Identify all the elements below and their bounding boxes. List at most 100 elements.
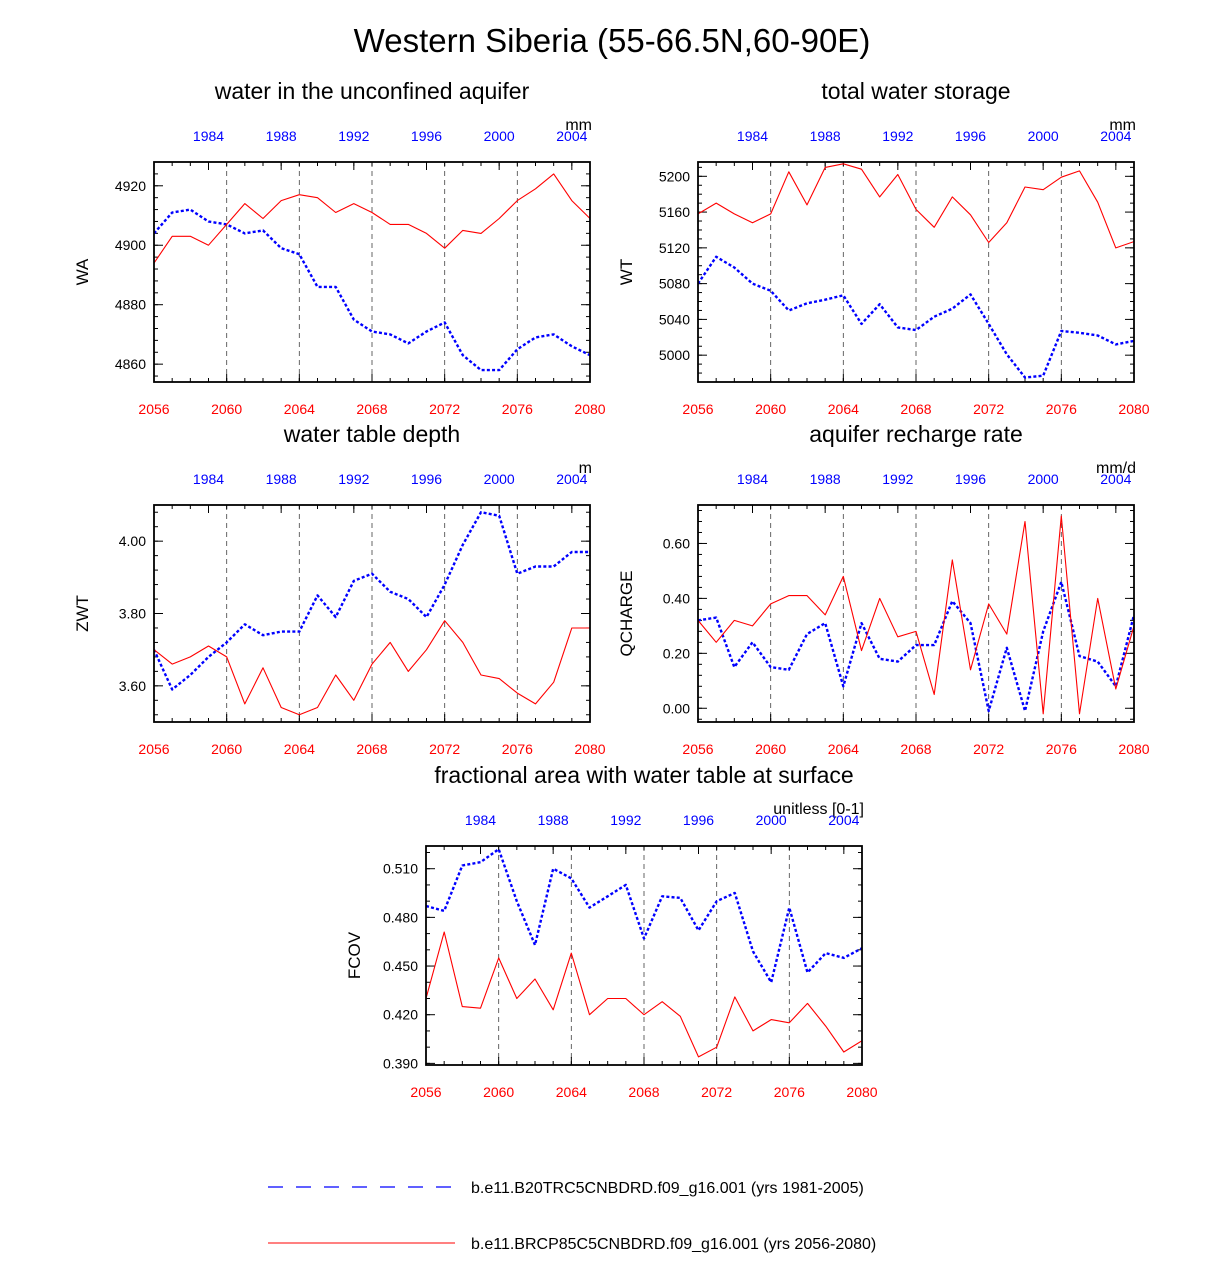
wa-x-top-tick-label: 1984 <box>193 128 224 144</box>
wt-x-top-tick-label: 1988 <box>810 128 841 144</box>
wt-x-top-tick-label: 1996 <box>955 128 986 144</box>
qcharge-x-tick-label: 2076 <box>1046 741 1077 757</box>
zwt-x-top-tick-label: 1992 <box>338 471 369 487</box>
fcov-x-top-tick-label: 2004 <box>828 812 859 828</box>
qcharge-x-top-tick-label: 2004 <box>1100 471 1131 487</box>
wa-x-tick-label: 2068 <box>356 401 387 417</box>
wa-x-top-tick-label: 1988 <box>266 128 297 144</box>
qcharge-y-tick-label: 0.00 <box>663 700 690 716</box>
qcharge-panel: aquifer recharge rate mm/d QCHARGE 2056 2060… <box>617 421 1150 757</box>
qcharge-x-tick-label: 2068 <box>900 741 931 757</box>
wa-y-tick-label: 4900 <box>115 237 146 253</box>
zwt-x-tick-label: 2076 <box>502 741 533 757</box>
fcov-x-tick-label: 2056 <box>410 1084 441 1100</box>
wt-units-label: mm <box>1109 117 1136 134</box>
wt-y-tick-label: 5080 <box>659 276 690 292</box>
fcov-panel: fractional area with water table at surf… <box>345 762 878 1100</box>
wa-x-tick-label: 2076 <box>502 401 533 417</box>
legend: b.e11.B20TRC5CNBDRD.f09_g16.001 (yrs 198… <box>268 1180 876 1253</box>
fcov-y-tick-label: 0.390 <box>383 1055 418 1071</box>
wt-series-future-line <box>698 163 1134 249</box>
fcov-x-tick-label: 2068 <box>628 1084 659 1100</box>
wa-series-future-line <box>154 173 590 264</box>
wt-x-tick-label: 2072 <box>973 401 1004 417</box>
fcov-x-top-tick-label: 1988 <box>538 812 569 828</box>
qcharge-x-tick-label: 2072 <box>973 741 1004 757</box>
qcharge-x-top-tick-label: 1988 <box>810 471 841 487</box>
zwt-panel: water table depth m ZWT 2056 2060 2064 2068 207… <box>73 421 606 757</box>
legend-label-future: b.e11.BRCP85C5CNBDRD.f09_g16.001 (yrs 20… <box>471 1236 876 1253</box>
zwt-x-tick-label: 2064 <box>284 741 315 757</box>
qcharge-series-future-line <box>698 515 1134 715</box>
wa-y-tick-label: 4880 <box>115 297 146 313</box>
qcharge-x-top-tick-label: 1996 <box>955 471 986 487</box>
qcharge-title: aquifer recharge rate <box>809 421 1023 447</box>
wa-x-top-tick-label: 1996 <box>411 128 442 144</box>
wt-y-axis-label: WT <box>617 259 636 285</box>
wt-x-top-tick-label: 1984 <box>737 128 768 144</box>
zwt-plot-frame <box>153 504 591 723</box>
wa-x-tick-label: 2080 <box>574 401 605 417</box>
wa-title: water in the unconfined aquifer <box>214 78 530 104</box>
qcharge-x-tick-label: 2060 <box>755 741 786 757</box>
wt-x-tick-label: 2056 <box>682 401 713 417</box>
zwt-x-top-tick-label: 1988 <box>266 471 297 487</box>
wt-x-tick-label: 2064 <box>828 401 859 417</box>
fcov-y-tick-label: 0.450 <box>383 958 418 974</box>
fcov-title: fractional area with water table at surf… <box>434 762 853 788</box>
qcharge-x-tick-label: 2056 <box>682 741 713 757</box>
fcov-x-tick-label: 2080 <box>846 1084 877 1100</box>
qcharge-x-top-tick-label: 2000 <box>1028 471 1059 487</box>
wa-y-axis-label: WA <box>73 258 92 285</box>
qcharge-units-label: mm/d <box>1096 460 1136 477</box>
zwt-x-top-tick-label: 1996 <box>411 471 442 487</box>
wt-x-tick-label: 2076 <box>1046 401 1077 417</box>
wt-y-tick-label: 5120 <box>659 240 690 256</box>
qcharge-plot-frame <box>697 504 1135 723</box>
wt-x-top-tick-label: 1992 <box>882 128 913 144</box>
zwt-x-tick-label: 2056 <box>138 741 169 757</box>
wt-series-historical-line <box>698 255 1134 379</box>
fcov-plot-frame <box>425 845 863 1066</box>
wt-panel: total water storage mm WT 2056 2060 2064 2068 2… <box>617 78 1150 417</box>
fcov-series-historical-line <box>426 848 862 984</box>
qcharge-x-tick-label: 2064 <box>828 741 859 757</box>
fcov-x-tick-label: 2060 <box>483 1084 514 1100</box>
chart-panels: water in the unconfined aquifer mm WA 2056 2… <box>73 78 1150 1100</box>
figure-title: Western Siberia (55-66.5N,60-90E) <box>354 22 871 59</box>
legend-label-historical: b.e11.B20TRC5CNBDRD.f09_g16.001 (yrs 198… <box>471 1180 864 1197</box>
fcov-y-tick-label: 0.510 <box>383 861 418 877</box>
qcharge-y-tick-label: 0.40 <box>663 590 690 606</box>
zwt-title: water table depth <box>283 421 460 447</box>
wa-y-tick-label: 4860 <box>115 356 146 372</box>
wt-x-tick-label: 2060 <box>755 401 786 417</box>
wt-plot-frame <box>697 161 1135 383</box>
wa-x-top-tick-label: 2000 <box>484 128 515 144</box>
wa-plot-frame <box>153 161 591 383</box>
fcov-y-tick-label: 0.480 <box>383 909 418 925</box>
fcov-x-top-tick-label: 1996 <box>683 812 714 828</box>
wt-y-tick-label: 5040 <box>659 311 690 327</box>
wa-x-tick-label: 2064 <box>284 401 315 417</box>
wt-y-tick-label: 5160 <box>659 204 690 220</box>
wa-x-tick-label: 2056 <box>138 401 169 417</box>
wt-x-top-tick-label: 2004 <box>1100 128 1131 144</box>
zwt-series-historical-line <box>154 511 590 691</box>
wa-x-tick-label: 2060 <box>211 401 242 417</box>
wa-y-tick-label: 4920 <box>115 178 146 194</box>
zwt-y-tick-label: 3.60 <box>119 678 146 694</box>
fcov-x-top-tick-label: 1984 <box>465 812 496 828</box>
zwt-x-top-tick-label: 1984 <box>193 471 224 487</box>
zwt-units-label: m <box>579 460 592 477</box>
fcov-series-future-line <box>426 931 862 1058</box>
qcharge-y-tick-label: 0.20 <box>663 645 690 661</box>
zwt-x-tick-label: 2068 <box>356 741 387 757</box>
zwt-y-axis-label: ZWT <box>73 595 92 632</box>
qcharge-y-axis-label: QCHARGE <box>617 571 636 657</box>
wa-x-top-tick-label: 1992 <box>338 128 369 144</box>
wt-x-tick-label: 2068 <box>900 401 931 417</box>
fcov-y-axis-label: FCOV <box>345 931 364 979</box>
wa-units-label: mm <box>565 117 592 134</box>
wt-x-tick-label: 2080 <box>1118 401 1149 417</box>
